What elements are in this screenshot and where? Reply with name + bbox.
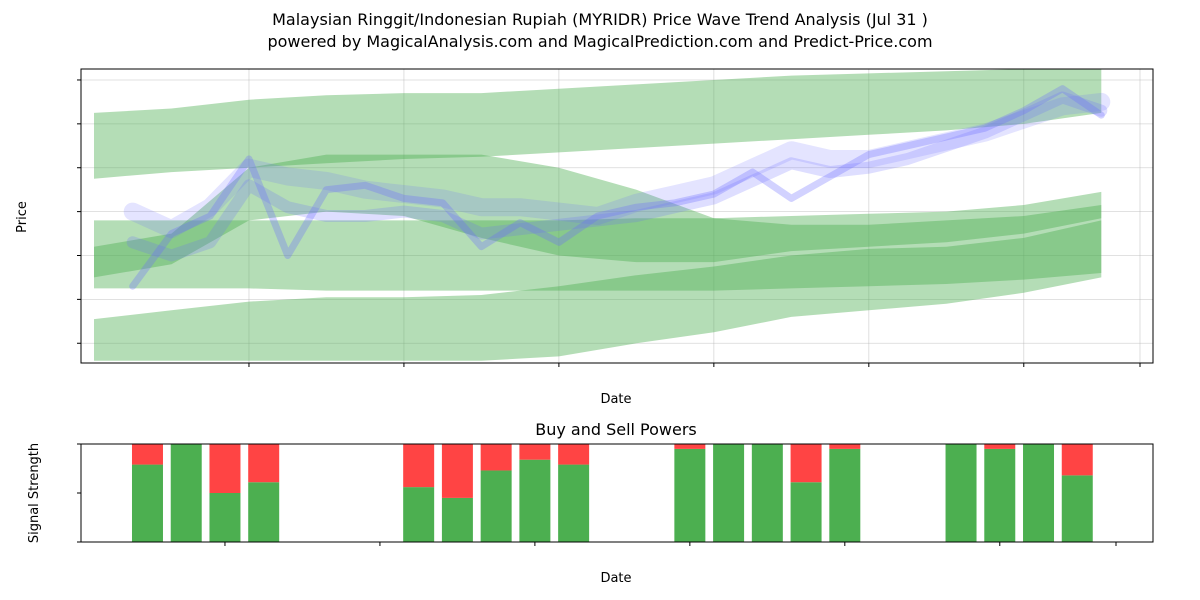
chart-title-line-2: powered by MagicalAnalysis.com and Magic… (267, 32, 933, 51)
trend-band (94, 154, 1102, 278)
signal-bars (131, 444, 1093, 542)
buy-bar (1061, 475, 1093, 542)
chart-title-line-1: Malaysian Ringgit/Indonesian Rupiah (MYR… (272, 10, 928, 29)
price-wave-line (129, 85, 1105, 290)
buy-bar (170, 444, 202, 542)
buy-bar (403, 487, 435, 542)
buy-bar (945, 444, 977, 542)
sell-bar (829, 444, 861, 449)
buy-bar (713, 444, 745, 542)
sell-bar (131, 444, 163, 465)
buy-bar (984, 448, 1016, 542)
buy-bar (674, 448, 706, 542)
price-chart-frame (80, 68, 1154, 364)
sell-bar (790, 444, 822, 483)
sell-bar (984, 444, 1016, 449)
price-wave-line (126, 91, 1108, 262)
sell-bar (519, 444, 551, 460)
signal-chart-title: Buy and Sell Powers (535, 420, 697, 439)
sell-bar (403, 444, 435, 488)
price-x-axis-label: Date (600, 392, 631, 407)
buy-bar (751, 444, 783, 542)
buy-bar (829, 448, 861, 542)
sell-bar (1061, 444, 1093, 476)
buy-bar (558, 464, 590, 542)
price-waves (123, 85, 1111, 290)
trend-band (94, 191, 1102, 291)
trend-bands (94, 69, 1102, 361)
buy-bar (441, 497, 473, 542)
price-wave-line (123, 92, 1111, 239)
price-chart-axes (77, 79, 1141, 367)
buy-bar (480, 470, 512, 542)
price-chart-grid (81, 69, 1153, 363)
buy-bar (1023, 444, 1055, 542)
sell-bar (248, 444, 280, 483)
sell-bar (441, 444, 473, 498)
price-y-axis-label: Price (15, 201, 30, 233)
trend-band (94, 69, 1102, 179)
buy-bar (519, 459, 551, 542)
sell-bar (558, 444, 590, 465)
buy-bar (209, 493, 241, 542)
buy-bar (790, 482, 822, 542)
buy-bar (248, 482, 280, 542)
sell-bar (480, 444, 512, 471)
trend-band (94, 220, 1102, 361)
sell-bar (674, 444, 706, 449)
buy-bar (131, 464, 163, 542)
signal-x-axis-label: Date (600, 571, 631, 586)
signal-chart-axes (77, 443, 1117, 546)
signal-y-axis-label: Signal Strength (27, 443, 42, 543)
sell-bar (209, 444, 241, 493)
